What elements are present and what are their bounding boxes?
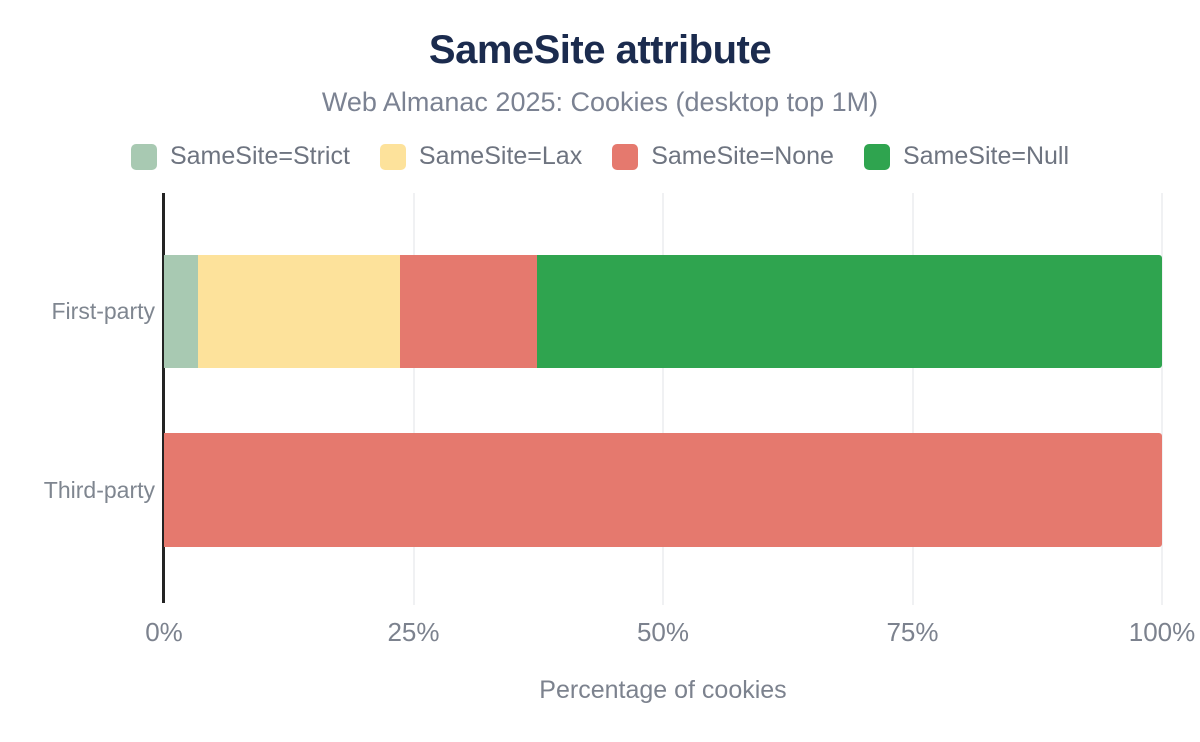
x-tick-100: 100%	[1128, 617, 1196, 647]
legend-label: SameSite=Lax	[418, 142, 583, 170]
y-axis-line	[162, 193, 165, 603]
plot-area	[162, 193, 1163, 605]
bar-third-party	[164, 433, 1162, 547]
legend-swatch-icon	[130, 143, 157, 170]
legend-label: SameSite=None	[651, 142, 834, 170]
legend-label: SameSite=Null	[902, 142, 1070, 170]
legend-swatch-icon	[863, 143, 890, 170]
x-tick-0: 0%	[145, 617, 183, 647]
legend-item-4: SameSite=Null	[863, 142, 1070, 171]
bar-segment-samesite-null	[537, 255, 1162, 368]
bar-segment-samesite-lax	[197, 255, 400, 368]
legend-swatch-icon	[612, 143, 639, 170]
legend-item-1: SameSite=Strict	[130, 142, 350, 171]
bar-segment-samesite-none	[164, 433, 1162, 547]
legend-item-2: SameSite=Lax	[379, 142, 583, 171]
chart-subtitle: Web Almanac 2025: Cookies (desktop top 1…	[321, 87, 879, 117]
gridline-50	[662, 193, 664, 605]
category-label-third-party: Third-party	[43, 477, 155, 503]
chart-legend: SameSite=Strict SameSite=Lax SameSite=None…	[0, 142, 1200, 171]
x-tick-25: 25%	[387, 617, 440, 647]
gridline-25	[412, 193, 415, 605]
bar-segment-samesite-strict	[164, 255, 198, 368]
chart-title: SameSite attribute	[428, 28, 772, 72]
x-axis-title: Percentage of cookies	[539, 676, 787, 704]
x-tick-50: 50%	[636, 617, 690, 647]
bar-segment-samesite-none	[399, 255, 538, 368]
gridline-75	[911, 193, 914, 605]
legend-item-3: SameSite=None	[612, 142, 834, 171]
bar-first-party	[164, 255, 1162, 368]
category-label-first-party: First-party	[51, 298, 156, 324]
legend-label: SameSite=Strict	[169, 142, 350, 170]
gridline-100	[1161, 193, 1163, 605]
legend-swatch-icon	[379, 143, 406, 170]
x-tick-75: 75%	[886, 617, 939, 647]
